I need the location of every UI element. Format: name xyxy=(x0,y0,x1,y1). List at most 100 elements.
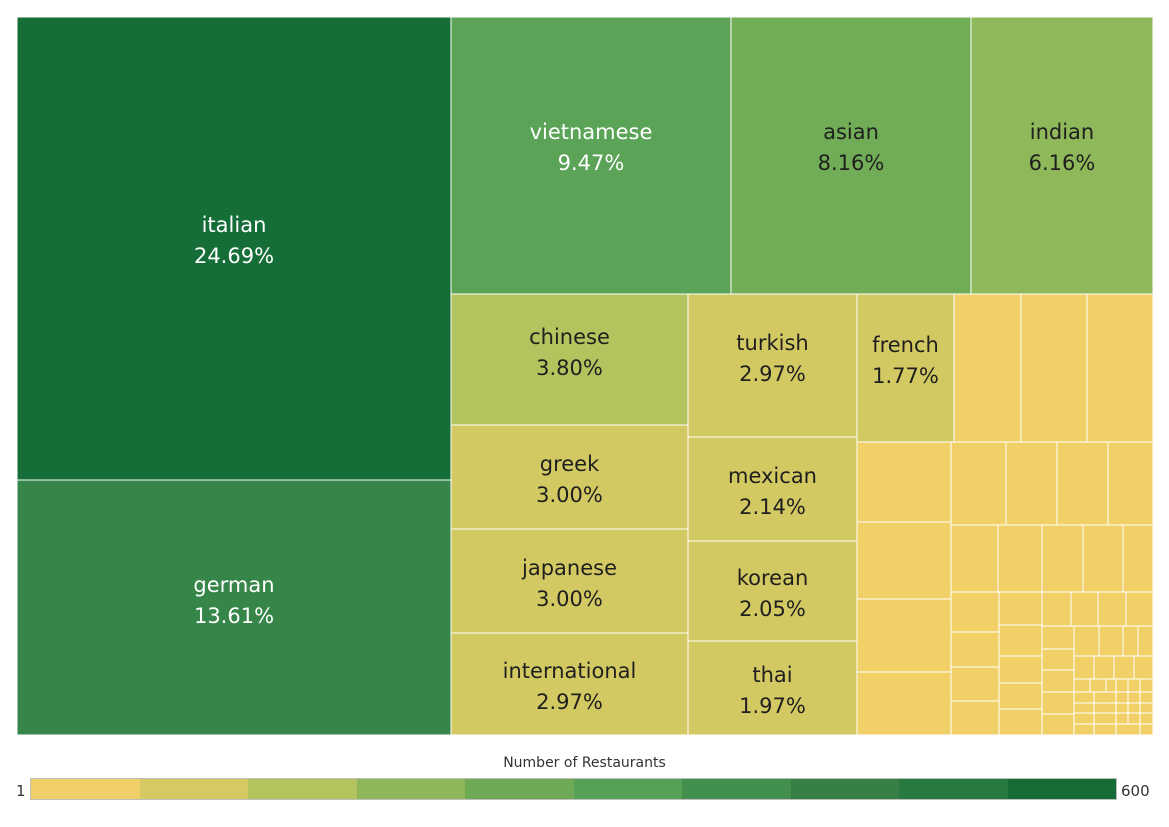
cell-vietnamese xyxy=(450,16,732,295)
cell-small-3 xyxy=(856,441,952,523)
legend-title: Number of Restaurants xyxy=(503,755,666,771)
cell-international xyxy=(450,632,689,736)
cell-small-30 xyxy=(998,655,1043,684)
legend-step-8 xyxy=(899,779,1008,799)
cell-small-32 xyxy=(1073,655,1095,680)
treemap-chart: italian 24.69% german 13.61% vietnamese 9.47%… xyxy=(16,16,1154,736)
color-legend-bar xyxy=(30,778,1117,800)
cell-mexican xyxy=(687,436,858,542)
legend-min-label: 1 xyxy=(16,782,26,800)
legend-step-3 xyxy=(356,779,465,799)
legend-step-1 xyxy=(139,779,248,799)
cell-small-6 xyxy=(856,671,952,736)
cell-small-17 xyxy=(998,591,1043,626)
cell-small-48 xyxy=(1073,691,1095,704)
cell-small-47 xyxy=(1041,713,1075,736)
cell-asian xyxy=(730,16,972,295)
cell-small-42 xyxy=(1115,678,1129,693)
cell-small-31 xyxy=(1041,648,1075,671)
cell-small-33 xyxy=(1093,655,1115,680)
cell-small-35 xyxy=(1133,655,1154,680)
cell-small-46 xyxy=(1041,691,1075,715)
cell-small-65 xyxy=(1115,723,1141,736)
cell-small-34 xyxy=(1113,655,1135,680)
cell-korean xyxy=(687,540,858,642)
cell-small-50 xyxy=(1115,691,1129,704)
cell-value-french: 1.77% xyxy=(872,364,939,388)
cell-small-54 xyxy=(1093,702,1117,714)
cell-italian xyxy=(16,16,452,481)
cell-small-44 xyxy=(1139,678,1154,693)
cell-small-12 xyxy=(997,524,1043,593)
cell-value-vietnamese: 9.47% xyxy=(558,151,625,175)
cell-label-indian: indian xyxy=(1030,120,1095,144)
cell-small-53 xyxy=(1073,702,1095,714)
cell-small-21 xyxy=(1125,591,1154,627)
cell-small-45 xyxy=(998,708,1043,736)
cell-label-korean: korean xyxy=(737,566,809,590)
cell-small-20 xyxy=(1097,591,1127,627)
legend-step-5 xyxy=(573,779,682,799)
cell-label-german: german xyxy=(193,573,274,597)
cell-small-14 xyxy=(1082,524,1124,593)
cell-value-chinese: 3.80% xyxy=(536,356,603,380)
cell-value-german: 13.61% xyxy=(194,604,274,628)
cell-small-61 xyxy=(1127,712,1141,725)
cell-indian xyxy=(970,16,1154,295)
cell-french xyxy=(856,293,955,443)
cell-small-57 xyxy=(1139,702,1154,714)
cell-small-0 xyxy=(953,293,1022,443)
legend-step-9 xyxy=(1007,779,1116,799)
cell-german xyxy=(16,479,452,736)
cell-small-43 xyxy=(1127,678,1141,693)
cell-label-asian: asian xyxy=(823,120,879,144)
cell-small-56 xyxy=(1127,702,1141,714)
cell-small-55 xyxy=(1115,702,1129,714)
cell-chinese xyxy=(450,293,689,426)
cell-japanese xyxy=(450,528,689,634)
cell-small-60 xyxy=(1115,712,1129,725)
cell-small-58 xyxy=(1073,712,1095,725)
cell-small-51 xyxy=(1127,691,1141,704)
cell-small-22 xyxy=(950,631,1000,668)
cell-value-mexican: 2.14% xyxy=(739,495,806,519)
cell-small-16 xyxy=(950,591,1000,633)
cell-small-29 xyxy=(950,666,1000,702)
cell-small-62 xyxy=(1139,712,1154,725)
cell-small-64 xyxy=(1093,723,1117,736)
legend-step-2 xyxy=(248,779,357,799)
legend-step-6 xyxy=(682,779,791,799)
cell-value-thai: 1.97% xyxy=(739,694,806,718)
cell-label-vietnamese: vietnamese xyxy=(530,120,653,144)
cell-small-49 xyxy=(1093,691,1117,704)
cell-small-5 xyxy=(856,598,952,673)
cell-value-japanese: 3.00% xyxy=(536,587,603,611)
cell-small-19 xyxy=(1070,591,1099,627)
cell-label-italian: italian xyxy=(202,213,267,237)
cell-label-greek: greek xyxy=(540,452,600,476)
cell-value-italian: 24.69% xyxy=(194,244,274,268)
cell-small-15 xyxy=(1122,524,1154,593)
cell-value-asian: 8.16% xyxy=(818,151,885,175)
cell-small-40 xyxy=(1089,678,1107,693)
cell-small-36 xyxy=(950,700,1000,736)
cell-small-9 xyxy=(1056,441,1109,526)
cell-small-41 xyxy=(1105,678,1117,693)
cell-small-52 xyxy=(1139,691,1154,704)
cell-value-korean: 2.05% xyxy=(739,597,806,621)
cell-small-63 xyxy=(1073,723,1095,736)
cell-small-7 xyxy=(950,441,1007,526)
legend-max-label: 600 xyxy=(1121,782,1150,800)
cell-small-11 xyxy=(950,524,999,593)
cell-label-chinese: chinese xyxy=(529,325,610,349)
cell-label-international: international xyxy=(503,659,637,683)
cell-small-39 xyxy=(1073,678,1091,693)
cell-small-1 xyxy=(1020,293,1088,443)
cell-label-french: french xyxy=(872,333,939,357)
cell-small-59 xyxy=(1093,712,1117,725)
cell-small-26 xyxy=(1098,625,1124,657)
cell-greek xyxy=(450,424,689,530)
cell-small-18 xyxy=(1041,591,1072,627)
cell-small-10 xyxy=(1107,441,1154,526)
cell-value-international: 2.97% xyxy=(536,690,603,714)
